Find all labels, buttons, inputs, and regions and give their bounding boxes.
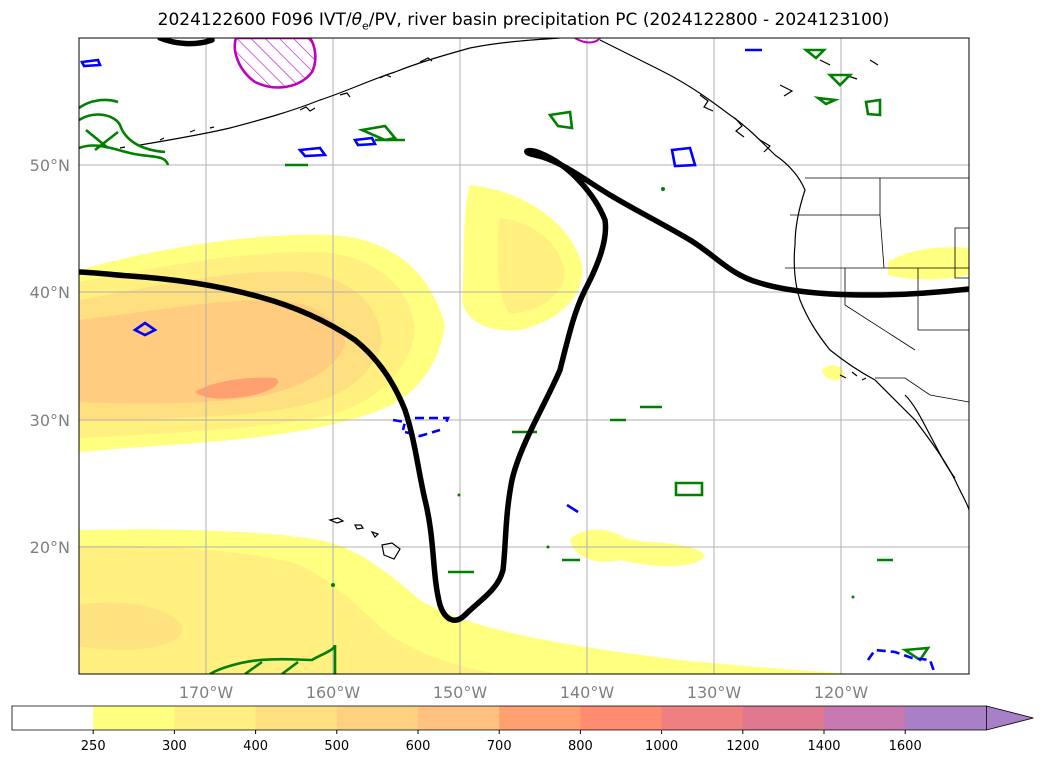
ivt-lobe-center (462, 185, 583, 331)
ivt-plume-west (79, 234, 445, 452)
lon-label-140: 140°W (560, 683, 615, 702)
colorbar-tick-label: 600 (406, 739, 431, 754)
colorbar-segment (336, 706, 419, 730)
lon-label-170: 170°W (179, 683, 234, 702)
colorbar-tick-label: 250 (81, 739, 106, 754)
colorbar-tick-label: 500 (324, 739, 349, 754)
colorbar-tick-label: 1200 (726, 739, 759, 754)
graticule (79, 38, 969, 674)
title-suffix: /PV, river basin precipitation PC (20241… (368, 10, 890, 30)
lat-label-50: 50°N (30, 156, 70, 175)
colorbar-tick-label: 1400 (807, 739, 840, 754)
pv-contour-black (79, 38, 969, 623)
map-plot-area (79, 38, 969, 674)
lon-labels: 170°W 160°W 150°W 140°W 130°W 120°W (179, 683, 869, 702)
lon-label-150: 150°W (433, 683, 488, 702)
lon-label-160: 160°W (306, 683, 361, 702)
colorbar-segment (255, 706, 338, 730)
colorbar-tick-label: 1600 (889, 739, 922, 754)
lat-label-40: 40°N (30, 283, 70, 302)
colorbar-segment (418, 706, 500, 730)
colorbar-segment (499, 706, 581, 730)
borders (785, 177, 969, 403)
colorbar-segment (824, 706, 906, 730)
colorbar-tick-label: 1000 (645, 739, 678, 754)
lat-label-20: 20°N (30, 538, 70, 557)
pv-hatched-region (233, 38, 317, 89)
colorbar-segment (742, 706, 825, 730)
colorbar-tick-label: 800 (568, 739, 593, 754)
ivt-blob-tropical (570, 529, 705, 567)
title-theta-sub: e (362, 19, 369, 33)
theta-dots-green (331, 187, 855, 599)
map-title: 2024122600 F096 IVT/θe/PV, river basin p… (0, 10, 1047, 32)
title-prefix: 2024122600 F096 IVT/ (157, 10, 352, 30)
colorbar-segment (12, 706, 94, 730)
colorbar-segment (661, 706, 744, 730)
lon-label-120: 120°W (814, 683, 869, 702)
colorbar-extend-arrow (986, 705, 1034, 731)
colorbar-tick-label: 700 (487, 739, 512, 754)
lat-label-30: 30°N (30, 411, 70, 430)
pv-magenta-arc (574, 38, 601, 44)
lon-label-130: 130°W (687, 683, 742, 702)
title-theta: θ (351, 10, 362, 30)
colorbar-tick-label: 400 (243, 739, 268, 754)
theta-contours-green (79, 48, 931, 674)
ivt-blob-coast (888, 247, 969, 280)
colorbar-segment (174, 706, 257, 730)
colorbar: 250 300 400 500 600 700 800 1000 1200 1400 1600 (11, 705, 1034, 754)
colorbar-segment (580, 706, 663, 730)
lat-labels: 50°N 40°N 30°N 20°N (30, 156, 70, 557)
coastlines (119, 38, 969, 560)
colorbar-segment (905, 706, 987, 730)
colorbar-tick-label: 300 (162, 739, 187, 754)
colorbar-segment (93, 706, 175, 730)
ivt-blob-baja (822, 365, 845, 381)
map-frame (78, 37, 970, 675)
ivt-band-south (79, 529, 850, 674)
